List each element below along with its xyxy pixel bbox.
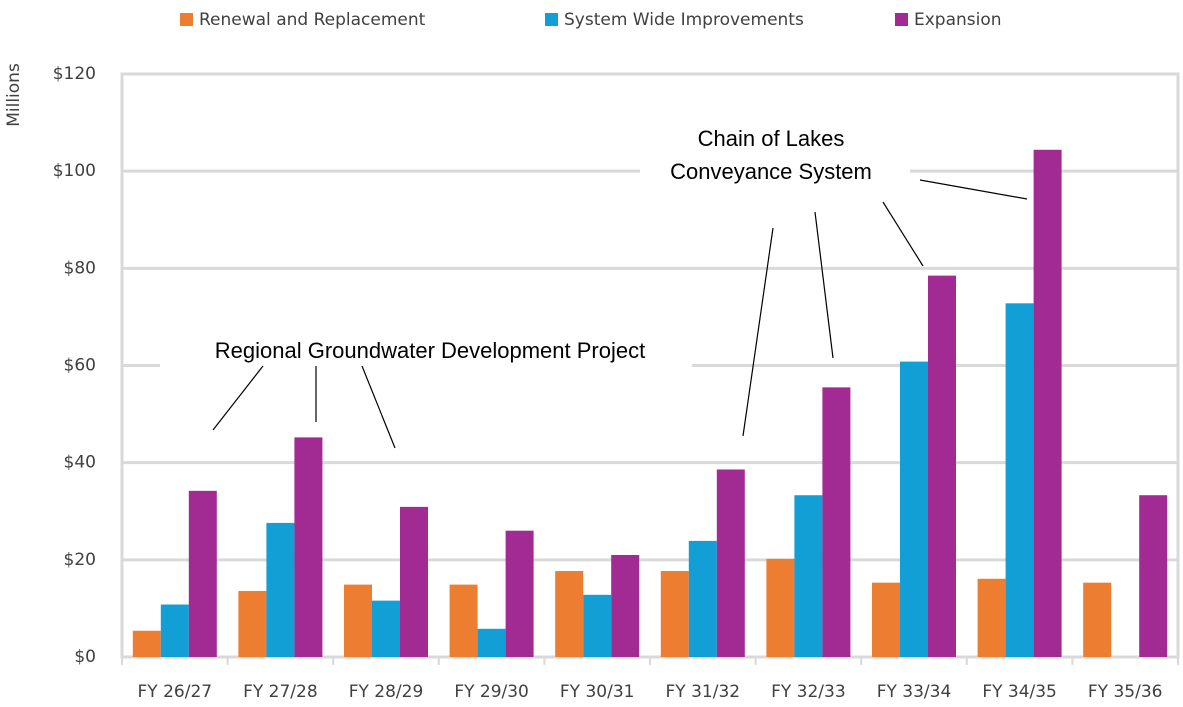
bar xyxy=(505,530,534,657)
bar xyxy=(928,275,956,657)
x-tick-label: FY 34/35 xyxy=(982,682,1057,702)
annotation: Conveyance System xyxy=(670,159,872,184)
y-tick-label: $120 xyxy=(53,64,96,84)
leader xyxy=(919,179,1028,200)
bar xyxy=(794,495,823,657)
bar xyxy=(688,540,717,657)
x-tick-label: FY 30/31 xyxy=(560,682,635,702)
x-tick-label: FY 33/34 xyxy=(877,682,952,702)
leader xyxy=(361,365,396,449)
bar xyxy=(449,584,478,657)
bar xyxy=(266,522,295,657)
bar xyxy=(822,387,851,657)
x-tick-label: FY 29/30 xyxy=(454,682,529,702)
x-tick-label: FY 27/28 xyxy=(243,682,318,702)
leader xyxy=(882,201,924,267)
y-tick-label: $60 xyxy=(64,356,96,376)
y-tick-label: $20 xyxy=(64,550,96,570)
legend-swatch xyxy=(180,13,193,26)
legend-label: Expansion xyxy=(914,10,1002,30)
annotation-bg xyxy=(160,336,692,370)
x-tick-label: FY 26/27 xyxy=(138,682,213,702)
bar xyxy=(900,361,928,657)
bar xyxy=(660,571,689,657)
leader xyxy=(814,211,834,359)
leader xyxy=(212,365,264,431)
bar xyxy=(555,571,584,657)
x-tick-label: FY 35/36 xyxy=(1088,682,1163,702)
annotation-bg xyxy=(640,122,910,192)
bar xyxy=(716,469,745,657)
y-tick-label: $0 xyxy=(74,647,96,667)
bar xyxy=(1139,495,1168,657)
bar xyxy=(977,578,1006,657)
legend-swatch xyxy=(545,13,558,26)
bar xyxy=(372,600,400,657)
bar xyxy=(1033,149,1062,658)
bar xyxy=(583,594,612,657)
bar xyxy=(477,628,506,657)
bar xyxy=(132,630,161,657)
bar xyxy=(1005,303,1034,657)
bar xyxy=(766,558,795,657)
bar xyxy=(188,490,217,657)
bar xyxy=(1083,582,1112,657)
legend-label: System Wide Improvements xyxy=(564,10,804,30)
bar xyxy=(344,584,372,657)
bar xyxy=(294,437,323,657)
bar xyxy=(872,582,900,657)
y-axis-label: Millions xyxy=(4,63,24,127)
annotation: Chain of Lakes xyxy=(698,126,845,151)
annotation: Regional Groundwater Development Project xyxy=(215,338,645,363)
y-tick-label: $100 xyxy=(53,161,96,181)
x-tick-label: FY 31/32 xyxy=(666,682,741,702)
y-tick-label: $40 xyxy=(64,453,96,473)
y-tick-label: $80 xyxy=(64,258,96,278)
x-tick-label: FY 32/33 xyxy=(771,682,846,702)
bar xyxy=(611,554,640,657)
bar xyxy=(160,604,189,657)
annotation-lines xyxy=(212,179,1028,449)
bar xyxy=(238,590,267,657)
legend-label: Renewal and Replacement xyxy=(199,10,426,30)
x-tick-label: FY 28/29 xyxy=(349,682,424,702)
leader xyxy=(742,227,774,437)
bar xyxy=(400,506,428,657)
legend-swatch xyxy=(895,13,908,26)
